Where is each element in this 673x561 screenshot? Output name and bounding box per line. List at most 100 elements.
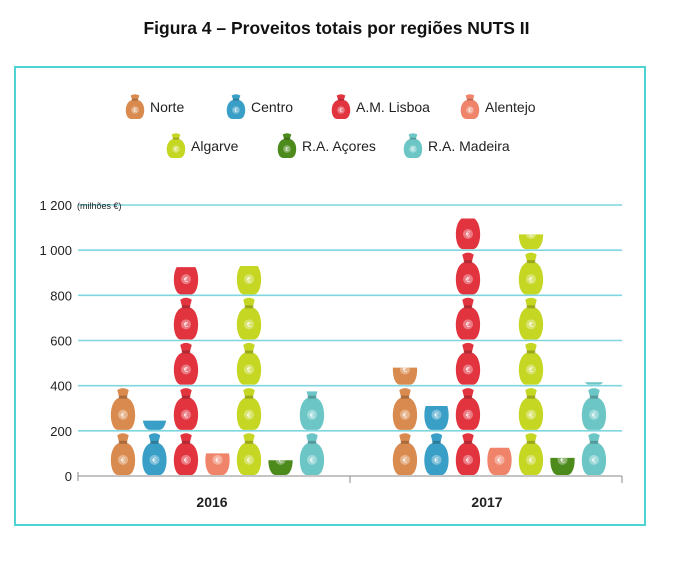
bag-icon: € [173,433,199,475]
bag-icon: € [518,433,544,475]
svg-text:€: € [403,456,408,465]
legend-label: R.A. Açores [302,138,376,154]
svg-text:€: € [403,410,408,419]
bar: €€ [142,420,167,475]
legend-bag-icon: € [403,133,423,158]
bag-icon: € [518,230,544,250]
y-tick-label: 600 [50,334,72,349]
bar-bag: € [518,388,544,430]
svg-text:€: € [247,275,252,284]
y-tick-label: 400 [50,379,72,394]
bar: € € € € € [236,265,262,475]
legend-item: € Norte [125,94,184,119]
bar-bag: € [581,433,607,475]
bar: € € € [581,382,607,475]
svg-text:€: € [133,108,137,114]
svg-text:€: € [592,456,597,465]
legend-item: € R.A. Madeira [403,133,510,158]
svg-text:€: € [466,456,471,465]
x-axis: 2016 2017 [78,475,623,510]
legend-item: € Centro [226,94,293,119]
svg-text:€: € [247,320,252,329]
bag-icon: € [236,433,262,475]
svg-text:€: € [529,230,534,239]
bar-bag: € [455,388,481,430]
legend-bag-icon: € [331,94,351,119]
legend-label: Alentejo [485,99,536,115]
bag-icon: € [518,342,544,385]
legend-bag-icon: € [226,94,246,119]
bag-icon: € [173,297,199,340]
bar-bag: € [518,230,544,250]
bar-bag: € [236,388,262,430]
bag-icon: € [142,420,167,430]
svg-text:€: € [285,147,289,153]
bar-bag: € [236,342,262,385]
bar-bag: € [455,297,481,340]
bag-icon: € [110,388,136,430]
svg-text:€: € [184,275,189,284]
bar-bag: € [173,297,199,340]
bag-icon: € [392,388,418,430]
bar-bag: € [236,297,262,340]
bar-bag: € [585,382,603,385]
svg-text:€: € [184,320,189,329]
legend-bag-icon: € [125,94,145,119]
bag-icon: € [518,388,544,430]
bar-bag: € [424,433,449,475]
svg-text:€: € [121,456,126,465]
legend-label: Centro [251,99,293,115]
legend-label: A.M. Lisboa [356,99,430,115]
svg-text:€: € [247,456,252,465]
svg-text:€: € [403,365,408,374]
svg-text:€: € [310,456,315,465]
unit-label: (milhões €) [77,201,122,211]
bag-icon: € [236,297,262,340]
bag-icon: € [550,457,575,475]
svg-text:€: € [529,320,534,329]
bar-bag: € [455,218,481,250]
bar-bag: € [142,420,167,430]
legend-label: R.A. Madeira [428,138,510,154]
x-tick-label: 2017 [471,494,502,510]
bag-icon: € [518,297,544,340]
bar-bag: € [173,433,199,475]
bag-icon: € [581,388,607,430]
bar-bag: € [142,433,167,475]
svg-text:€: € [592,410,597,419]
svg-text:€: € [184,410,189,419]
bag-icon: € [455,218,481,250]
bag-icon: € [581,433,607,475]
legend-label: Norte [150,99,184,115]
y-tick-label: 1 200 [39,198,72,213]
bar-bag: € [455,342,481,385]
bar: € € € € € [173,267,199,475]
bar-bag: € [392,365,418,385]
svg-text:€: € [434,456,439,465]
svg-text:€: € [411,147,415,153]
svg-text:€: € [184,365,189,374]
bar-bag: € [424,405,449,430]
bar-bag: € [392,388,418,430]
bar-bag: € [236,265,262,295]
bar-bag: € [581,388,607,430]
legend-bag-icon: € [166,133,186,158]
figure-title: Figura 4 – Proveitos totais por regiões … [143,18,530,38]
svg-text:€: € [339,108,343,114]
legend: € Norte € Centro € A.M. Lisboa € Alentejo € Algar… [125,94,536,158]
bag-icon: € [518,252,544,295]
bar-bag: € [392,433,418,475]
svg-text:€: € [466,320,471,329]
bar-bag: € [455,433,481,475]
bar-bag: € [518,297,544,340]
svg-text:€: € [468,108,472,114]
svg-text:€: € [466,365,471,374]
y-axis: 0 200 400 600 800 1 000 1 200 (milhões €) [39,198,121,484]
bag-icon: € [110,433,136,475]
bar-bag: € [268,460,293,475]
legend-bag-icon: € [460,94,480,119]
bag-icon: € [392,433,418,475]
bar-bag: € [110,388,136,430]
bag-icon: € [236,265,262,295]
svg-text:€: € [497,456,502,465]
